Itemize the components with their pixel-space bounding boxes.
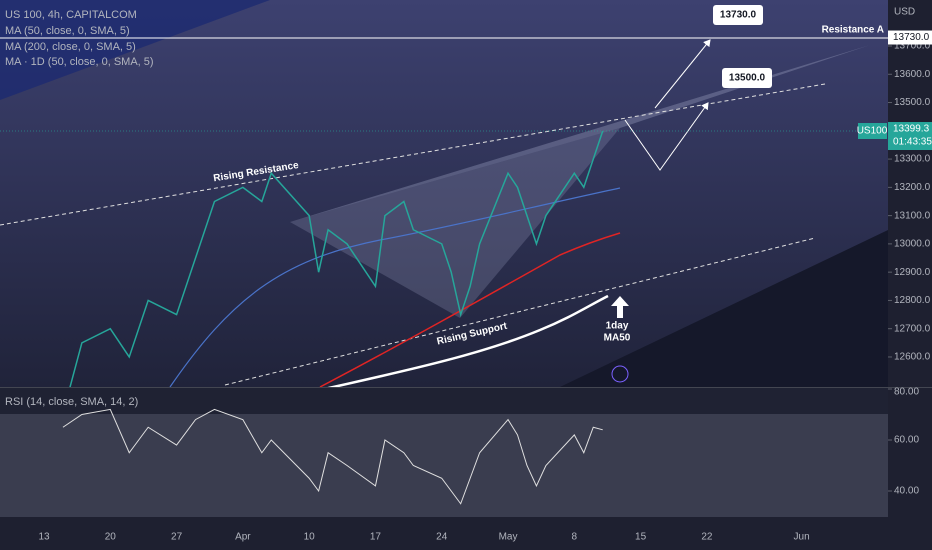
rsi-band	[0, 414, 888, 517]
time-tick-label: Jun	[794, 532, 810, 543]
time-tick-label: 22	[701, 532, 713, 543]
price-tick-label: 12700.0	[894, 323, 931, 334]
legend: US 100, 4h, CAPITALCOM	[5, 9, 137, 21]
ma50	[169, 187, 621, 388]
symbol-tag	[858, 123, 887, 140]
shade	[560, 230, 888, 387]
rsi-clip	[62, 408, 603, 505]
legend: MA · 1D (50, close, 0, SMA, 5)	[5, 56, 154, 68]
target-box	[722, 68, 772, 88]
time-tick-label: May	[499, 532, 518, 543]
legend: MA (200, close, 0, SMA, 5)	[5, 41, 136, 53]
price-tick-label: 13300.0	[894, 154, 931, 165]
rsi-tick-label: 60.00	[894, 435, 919, 446]
price-tick-label: 13100.0	[894, 210, 931, 221]
price-clip	[69, 130, 604, 387]
target-box	[713, 5, 763, 25]
wedge	[290, 45, 870, 222]
countdown: 01:43:35	[893, 137, 932, 148]
rsi-legend: RSI (14, close, SMA, 14, 2)	[5, 396, 138, 408]
time-tick-label: Apr	[235, 532, 251, 543]
dynamic: 13700.013600.013500.013300.013200.013100…	[0, 30, 932, 543]
time-axis	[0, 517, 932, 550]
wedge	[290, 128, 620, 318]
shade	[0, 0, 270, 100]
target-label: 13730.0	[720, 10, 757, 21]
trendline	[224, 237, 816, 386]
ma-note: MA50	[604, 333, 631, 344]
price-axis	[888, 0, 932, 517]
price-tick-label: 13000.0	[894, 239, 931, 250]
time-tick-label: 10	[304, 532, 316, 543]
price-tick-label: 12900.0	[894, 267, 931, 278]
price-tick-label: 13700.0	[894, 41, 931, 52]
resistance-tag	[888, 30, 932, 45]
price-tag-label: 13399.3	[893, 124, 930, 135]
price-tick-label: 13600.0	[894, 69, 931, 80]
price-tick-label: 13200.0	[894, 182, 931, 193]
up-arrow	[611, 296, 629, 318]
rsi-pane: RSI (14, close, SMA, 14, 2)	[0, 388, 888, 517]
time-tick-label: 8	[572, 532, 578, 543]
price-line	[69, 130, 604, 387]
rsi-tick-label: 40.00	[894, 486, 919, 497]
ma-note: 1day	[606, 321, 629, 332]
price-tick-label: 13500.0	[894, 97, 931, 108]
rsi-tick-label: 80.00	[894, 387, 919, 398]
time-tick-label: 24	[436, 532, 448, 543]
resistance-tag-label: 13730.0	[893, 32, 930, 43]
price-tick-label: 12800.0	[894, 295, 931, 306]
ma-1d	[319, 294, 609, 392]
currency: USD	[894, 7, 915, 18]
ma200	[319, 232, 621, 388]
target-label: 13500.0	[729, 73, 766, 84]
time-tick-label: 15	[635, 532, 647, 543]
time-tick-label: 17	[370, 532, 382, 543]
resistance-label: Resistance A	[822, 25, 884, 36]
price-tag	[888, 122, 932, 151]
time-tick-label: 13	[38, 532, 50, 543]
time-tick-label: 27	[171, 532, 183, 543]
symbol-tag-label: US100	[857, 126, 888, 137]
time-tick-label: 20	[105, 532, 117, 543]
main-pane: 13730.0 13500.0 Resistance A Rising Resi…	[0, 0, 888, 392]
arrow	[624, 102, 709, 171]
event-icon[interactable]	[611, 365, 629, 383]
legend: MA (50, close, 0, SMA, 5)	[5, 25, 130, 37]
arrow	[654, 39, 711, 109]
rsi-line	[62, 408, 603, 505]
price-tick-label: 12600.0	[894, 352, 931, 363]
